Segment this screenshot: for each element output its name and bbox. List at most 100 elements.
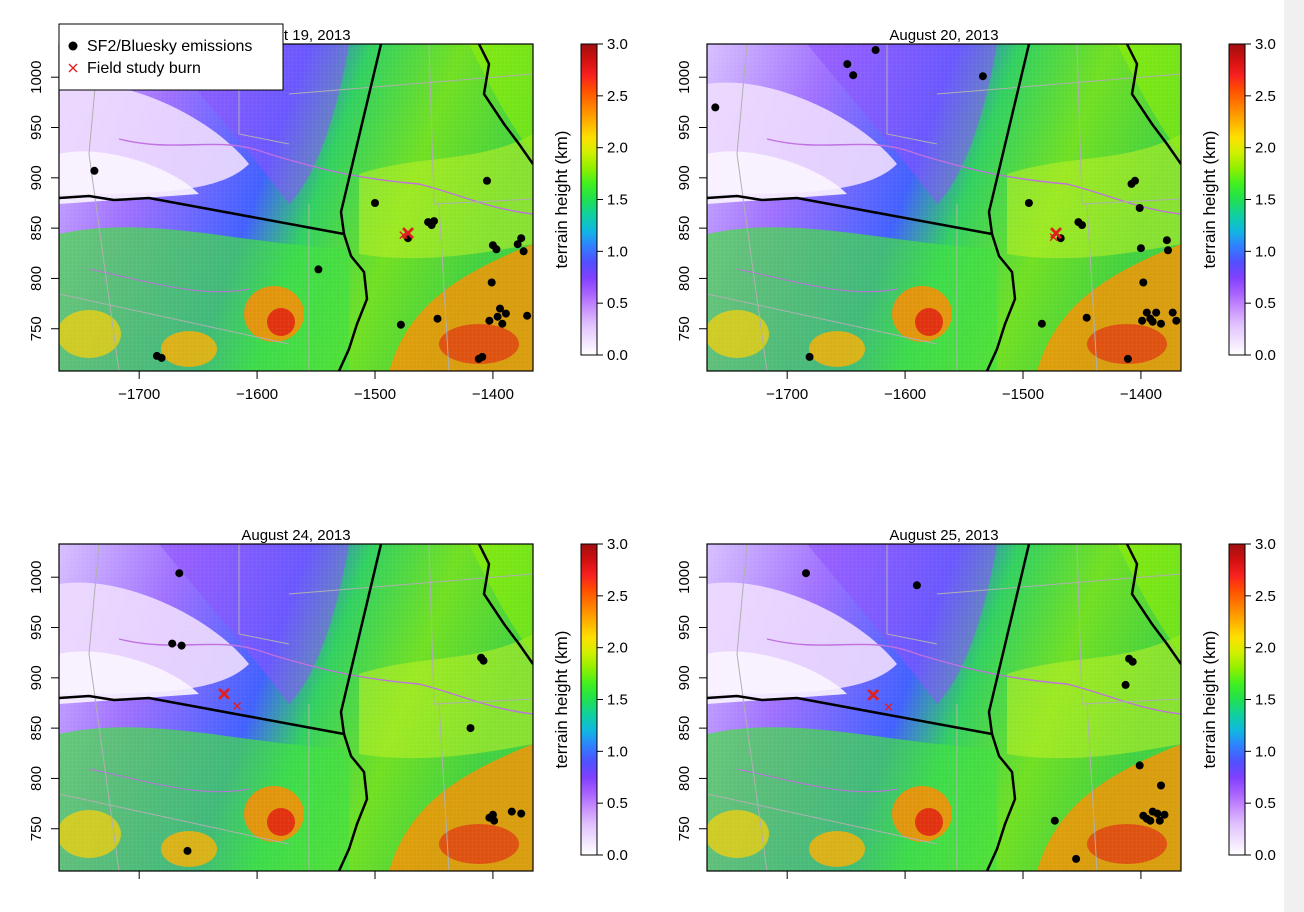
y-tick-label: 950 — [28, 615, 45, 640]
colorbar-tick-label: 1.0 — [1255, 743, 1276, 760]
colorbar-tick-label: 2.0 — [607, 140, 628, 157]
emission-point — [1078, 221, 1086, 230]
y-tick-label: 900 — [28, 165, 45, 190]
panel-title: August 24, 2013 — [241, 527, 350, 544]
emission-point — [1152, 308, 1161, 317]
emission-point — [487, 278, 496, 287]
colorbar-tick-label: 2.5 — [1255, 588, 1276, 605]
legend-label: Field study burn — [87, 60, 201, 77]
emission-point — [1136, 244, 1145, 253]
colorbar-tick-label: 0.5 — [1255, 295, 1276, 312]
emission-point — [371, 199, 379, 207]
map-panel: August 25, 2013 750 800 850 900 950 1000 3.0 2.5… — [676, 527, 1276, 879]
emission-point — [90, 166, 99, 175]
legend-dot-icon — [68, 41, 78, 51]
emission-point — [175, 569, 184, 578]
colorbar-tick-label: 1.0 — [1255, 243, 1276, 260]
emission-point — [871, 46, 880, 54]
colorbar-tick-label: 0.0 — [607, 847, 628, 864]
burn-marker — [1049, 233, 1058, 242]
burn-marker — [884, 703, 893, 711]
emission-point — [1157, 319, 1165, 328]
emission-point — [1121, 680, 1130, 689]
colorbar-tick-label: 2.5 — [1255, 88, 1276, 105]
emission-point — [843, 60, 852, 69]
emission-point — [978, 72, 987, 81]
emission-point — [849, 71, 858, 80]
emission-point — [1138, 316, 1147, 325]
colorbar-tick-label: 0.5 — [607, 795, 628, 812]
emission-point — [1168, 308, 1177, 317]
terrain-map — [59, 44, 533, 371]
emission-point — [1172, 316, 1181, 325]
x-tick-label: −1700 — [118, 386, 160, 403]
colorbar-tick-label: 1.5 — [1255, 192, 1276, 209]
legend: SF2/Bluesky emissions Field study burn — [58, 23, 284, 91]
y-tick-label: 1000 — [676, 561, 693, 594]
y-tick-label: 750 — [28, 816, 45, 841]
emission-point — [490, 816, 499, 825]
y-tick-label: 800 — [676, 766, 693, 791]
y-tick-label: 900 — [676, 165, 693, 190]
y-tick-label: 800 — [28, 766, 45, 791]
emission-point — [1131, 176, 1139, 185]
emission-point — [1082, 313, 1091, 322]
x-tick-label: −1700 — [766, 386, 808, 403]
terrain-map — [707, 44, 1181, 371]
emission-point — [1153, 809, 1162, 818]
y-tick-label: 950 — [28, 115, 45, 140]
emission-point — [517, 809, 526, 818]
colorbar-tick-label: 3.0 — [607, 536, 628, 553]
emission-point — [1135, 204, 1144, 212]
scrollbar[interactable] — [1284, 0, 1304, 912]
legend-x-icon — [68, 63, 78, 73]
panel-title: August 20, 2013 — [889, 27, 998, 44]
emission-point — [157, 353, 166, 362]
emission-point — [1024, 199, 1033, 207]
y-tick-label: 1000 — [28, 561, 45, 594]
colorbar-tick-label: 1.5 — [607, 692, 628, 709]
map-panel: August 19, 2013−1700 −1600 −1500 −140075080… — [28, 23, 628, 403]
y-tick-label: 750 — [28, 316, 45, 341]
emission-point — [507, 807, 516, 816]
colorbar-tick-label: 0.0 — [1255, 347, 1276, 364]
emission-point — [1050, 816, 1059, 825]
colorbar-tick-label: 2.5 — [607, 588, 628, 605]
emission-point — [492, 245, 501, 254]
emission-point — [479, 656, 488, 665]
emission-point — [501, 309, 510, 318]
y-tick-label: 850 — [28, 216, 45, 241]
colorbar-label: terrain height (km) — [1200, 131, 1219, 269]
colorbar-tick-label: 2.0 — [607, 640, 628, 657]
emission-point — [466, 724, 475, 733]
emission-point — [433, 314, 442, 323]
x-tick-label: −1400 — [472, 386, 514, 403]
emission-point — [519, 247, 528, 256]
x-tick-label: −1500 — [354, 386, 396, 403]
emission-point — [478, 352, 487, 361]
colorbar-label: terrain height (km) — [552, 631, 571, 769]
emission-point — [802, 569, 810, 578]
emission-point — [1157, 781, 1165, 790]
colorbar: 3.0 2.5 2.0 1.5 1.0 0.5 0.0 terrain height (km) — [552, 536, 628, 864]
burn-marker — [399, 231, 408, 240]
burn-marker — [867, 688, 880, 701]
emission-point — [1148, 317, 1157, 326]
colorbar: 3.0 2.5 2.0 1.5 1.0 0.5 0.0 terrain height (km) — [552, 36, 628, 364]
emission-point — [1135, 761, 1144, 770]
terrain-map — [59, 544, 533, 871]
colorbar-tick-label: 3.0 — [607, 36, 628, 53]
emission-point — [1146, 816, 1155, 825]
x-tick-label: −1600 — [236, 386, 278, 403]
emission-point — [1162, 236, 1171, 245]
burn-marker — [233, 701, 242, 710]
emission-point — [430, 217, 438, 226]
colorbar-tick-label: 0.0 — [607, 347, 628, 364]
y-tick-label: 950 — [676, 615, 693, 640]
emission-point — [1072, 854, 1081, 863]
y-tick-label: 850 — [28, 716, 45, 741]
emission-point — [1164, 246, 1172, 255]
emission-point — [1155, 816, 1164, 825]
colorbar-tick-label: 1.0 — [607, 743, 628, 760]
